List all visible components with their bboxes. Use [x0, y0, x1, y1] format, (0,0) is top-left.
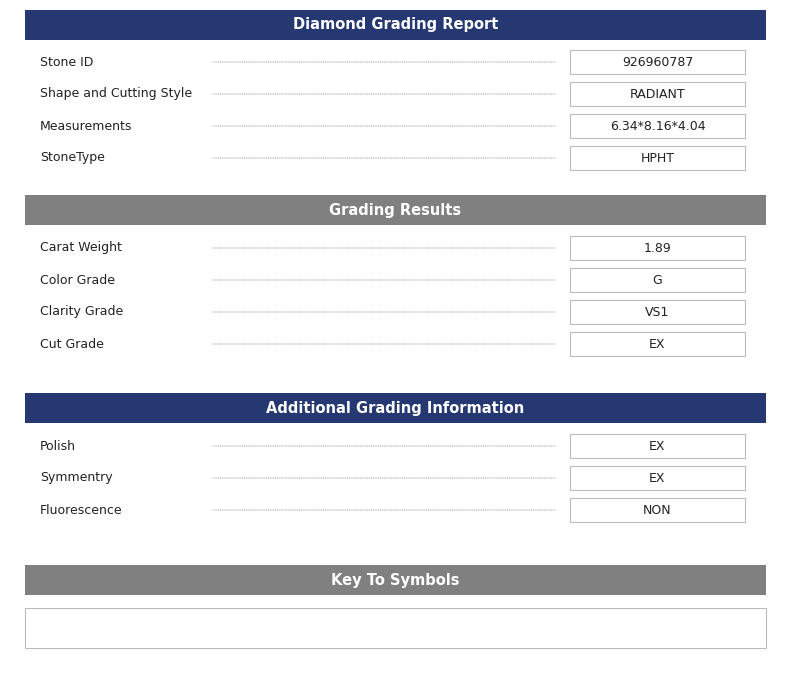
Text: Cut Grade: Cut Grade — [40, 337, 104, 350]
Text: EX: EX — [649, 337, 666, 350]
Text: 926960787: 926960787 — [622, 56, 693, 69]
Text: G: G — [653, 273, 662, 286]
Text: HPHT: HPHT — [641, 152, 675, 164]
Bar — [570, 434, 745, 458]
Text: Shape and Cutting Style: Shape and Cutting Style — [40, 87, 192, 100]
Bar — [25, 565, 766, 595]
Text: Key To Symbols: Key To Symbols — [331, 572, 460, 587]
Bar — [570, 332, 745, 356]
Text: Symmentry: Symmentry — [40, 471, 112, 484]
Text: Color Grade: Color Grade — [40, 273, 115, 286]
Bar — [570, 50, 745, 74]
Text: Clarity Grade: Clarity Grade — [40, 306, 123, 319]
Bar — [25, 10, 766, 40]
Bar — [25, 195, 766, 225]
Text: Measurements: Measurements — [40, 120, 132, 133]
Text: Grading Results: Grading Results — [329, 203, 462, 218]
Text: Polish: Polish — [40, 440, 76, 453]
Bar — [570, 146, 745, 170]
Text: Carat Weight: Carat Weight — [40, 242, 122, 254]
Bar — [570, 498, 745, 522]
Text: 1.89: 1.89 — [644, 242, 672, 254]
Bar — [570, 466, 745, 490]
Text: EX: EX — [649, 471, 666, 484]
Text: Diamond Grading Report: Diamond Grading Report — [293, 17, 498, 32]
Bar — [570, 114, 745, 138]
Text: 6.34*8.16*4.04: 6.34*8.16*4.04 — [610, 120, 706, 133]
Bar — [25, 608, 766, 648]
Text: StoneType: StoneType — [40, 152, 105, 164]
Text: VS1: VS1 — [645, 306, 670, 319]
Text: Additional Grading Information: Additional Grading Information — [267, 401, 524, 416]
Text: Fluorescence: Fluorescence — [40, 504, 123, 517]
Bar — [570, 300, 745, 324]
Bar — [570, 82, 745, 106]
Text: EX: EX — [649, 440, 666, 453]
Text: NON: NON — [643, 504, 672, 517]
Text: RADIANT: RADIANT — [630, 87, 685, 100]
Bar — [570, 236, 745, 260]
Bar — [25, 393, 766, 423]
Bar — [570, 268, 745, 292]
Text: Stone ID: Stone ID — [40, 56, 93, 69]
